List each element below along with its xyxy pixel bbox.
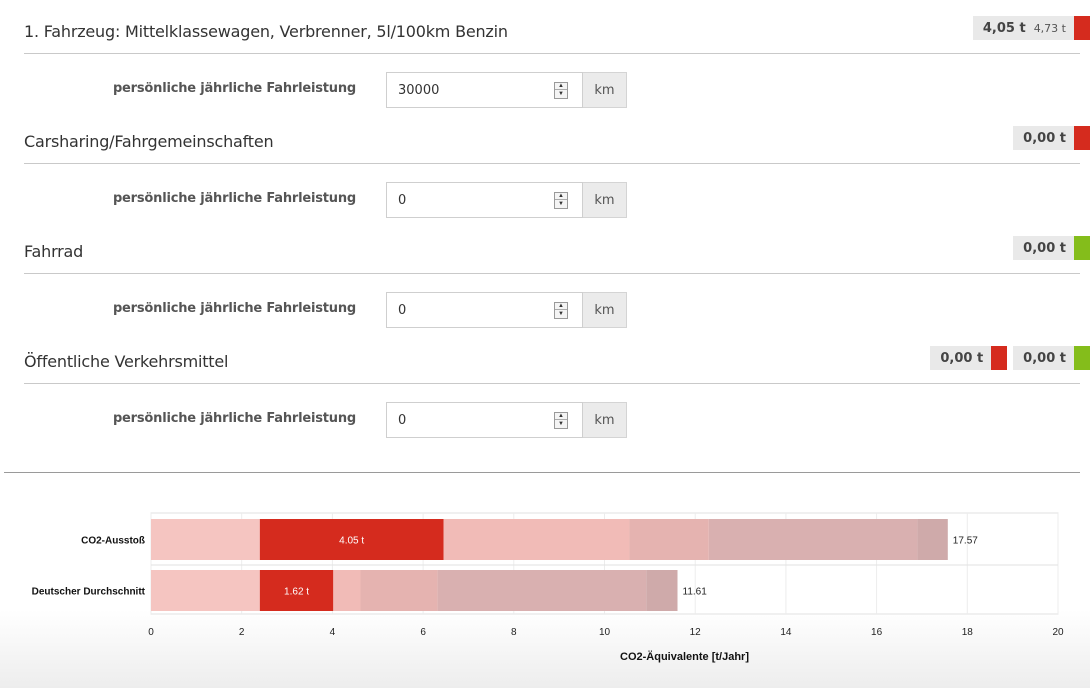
bar-segment-label: 4.05 t — [339, 536, 364, 547]
spinner-down-arrow-icon[interactable]: ▼ — [558, 311, 564, 317]
bar-segment — [708, 519, 918, 560]
category-label: Deutscher Durchschnitt — [32, 587, 146, 598]
spinner-down-arrow-icon[interactable]: ▼ — [558, 91, 564, 97]
co2-chart-svg: 4.05 t 17.57 CO2-Ausstoß 1.62 t 11.61 Deutsch… — [0, 512, 1090, 688]
spinner-up-arrow-icon[interactable]: ▲ — [555, 193, 567, 200]
bar-segment — [646, 570, 678, 611]
section-header: Fahrrad 0,00 t — [24, 220, 1090, 274]
section-title: 1. Fahrzeug: Mittelklassewagen, Verbrenn… — [24, 22, 508, 41]
mileage-row: persönliche jährliche Fahrleistung ▲ ▼ k… — [0, 182, 1090, 218]
spinner-up-arrow-icon[interactable]: ▲ — [555, 303, 567, 310]
co2-badge-group: 0,00 t — [1007, 126, 1090, 150]
spinner-up-arrow-icon[interactable]: ▲ — [555, 83, 567, 90]
section-title: Öffentliche Verkehrsmittel — [24, 352, 229, 371]
co2-badge-group: 0,00 t — [1007, 236, 1090, 260]
co2-badge: 0,00 t — [930, 346, 992, 370]
co2-color-swatch — [991, 346, 1008, 370]
spinner-up-arrow-icon[interactable]: ▲ — [555, 413, 567, 420]
x-tick-label: 2 — [239, 627, 245, 638]
x-tick-label: 6 — [420, 627, 426, 638]
x-tick-label: 12 — [690, 627, 702, 638]
mileage-input[interactable] — [387, 403, 547, 437]
x-tick-label: 18 — [962, 627, 974, 638]
spinner-down-arrow-icon[interactable]: ▼ — [558, 201, 564, 207]
bar-segment — [259, 519, 444, 560]
co2-sub-value: 4,73 t — [1033, 21, 1066, 35]
bar-segment — [333, 570, 361, 611]
bar-segment — [151, 519, 260, 560]
section-title: Fahrrad — [24, 242, 84, 261]
co2-badge: 0,00 t — [1013, 346, 1074, 370]
mileage-row: persönliche jährliche Fahrleistung ▲ ▼ k… — [0, 402, 1090, 438]
co2-chart: 4.05 t 17.57 CO2-Ausstoß 1.62 t 11.61 Deutsch… — [0, 490, 1090, 688]
section-divider — [4, 472, 1080, 473]
co2-badge: 4,05 t 4,73 t — [972, 16, 1074, 40]
number-spinner[interactable]: ▲ ▼ — [554, 192, 568, 209]
mileage-input-box: ▲ ▼ — [386, 292, 583, 328]
number-spinner[interactable]: ▲ ▼ — [554, 412, 568, 429]
x-tick-label: 20 — [1052, 627, 1064, 638]
co2-badge-group: 4,05 t 4,73 t — [967, 16, 1090, 40]
co2-value: 0,00 t — [940, 350, 984, 366]
unit-label: km — [583, 72, 627, 108]
co2-value: 0,00 t — [1023, 130, 1066, 146]
unit-label: km — [583, 292, 627, 328]
mileage-input[interactable] — [387, 183, 547, 217]
mileage-label: persönliche jährliche Fahrleistung — [112, 411, 356, 426]
co2-color-swatch — [1074, 126, 1090, 150]
chart-footer-background — [0, 610, 1090, 688]
number-spinner[interactable]: ▲ ▼ — [554, 302, 568, 319]
co2-color-swatch — [1074, 236, 1090, 260]
bar-segment — [629, 519, 709, 560]
unit-label: km — [583, 402, 627, 438]
co2-value: 0,00 t — [1023, 240, 1066, 256]
mileage-label: persönliche jährliche Fahrleistung — [112, 191, 356, 206]
spinner-down-arrow-icon[interactable]: ▼ — [558, 421, 564, 427]
co2-badge: 0,00 t — [1013, 126, 1074, 150]
mileage-label: persönliche jährliche Fahrleistung — [112, 301, 356, 316]
co2-value: 4,05 t — [982, 20, 1026, 36]
bar-segment — [151, 570, 260, 611]
x-tick-label: 4 — [330, 627, 336, 638]
mileage-input-box: ▲ ▼ — [386, 72, 583, 108]
co2-badge: 0,00 t — [1013, 236, 1074, 260]
mileage-row: persönliche jährliche Fahrleistung ▲ ▼ k… — [0, 292, 1090, 328]
co2-badge-group: 0,00 t 0,00 t — [924, 346, 1090, 370]
x-tick-label: 8 — [511, 627, 517, 638]
unit-label: km — [583, 182, 627, 218]
mileage-input-box: ▲ ▼ — [386, 182, 583, 218]
mileage-row: persönliche jährliche Fahrleistung ▲ ▼ k… — [0, 72, 1090, 108]
section-header: 1. Fahrzeug: Mittelklassewagen, Verbrenn… — [24, 0, 1090, 54]
x-tick-label: 16 — [871, 627, 883, 638]
bar-total-label: 17.57 — [953, 536, 978, 547]
bar-segment — [443, 519, 630, 560]
mileage-input-box: ▲ ▼ — [386, 402, 583, 438]
bar-segment-label: 1.62 t — [284, 587, 309, 598]
mileage-label: persönliche jährliche Fahrleistung — [112, 81, 356, 96]
bar-segment — [259, 570, 334, 611]
category-label: CO2-Ausstoß — [81, 536, 145, 547]
section-header: Carsharing/Fahrgemeinschaften 0,00 t — [24, 110, 1090, 164]
section-title: Carsharing/Fahrgemeinschaften — [24, 132, 274, 151]
x-tick-label: 14 — [780, 627, 792, 638]
bar-segment — [437, 570, 647, 611]
mileage-input[interactable] — [387, 73, 547, 107]
co2-color-swatch — [1074, 346, 1090, 370]
x-tick-label: 0 — [148, 627, 154, 638]
co2-value: 0,00 t — [1023, 350, 1066, 366]
x-tick-label: 10 — [599, 627, 611, 638]
section-header: Öffentliche Verkehrsmittel 0,00 t 0,00 t — [24, 330, 1090, 384]
x-axis-label: CO2-Äquivalente [t/Jahr] — [620, 650, 749, 663]
bar-total-label: 11.61 — [683, 587, 708, 598]
mileage-input[interactable] — [387, 293, 547, 327]
co2-color-swatch — [1074, 16, 1090, 40]
bar-segment — [917, 519, 948, 560]
bar-segment — [360, 570, 438, 611]
number-spinner[interactable]: ▲ ▼ — [554, 82, 568, 99]
